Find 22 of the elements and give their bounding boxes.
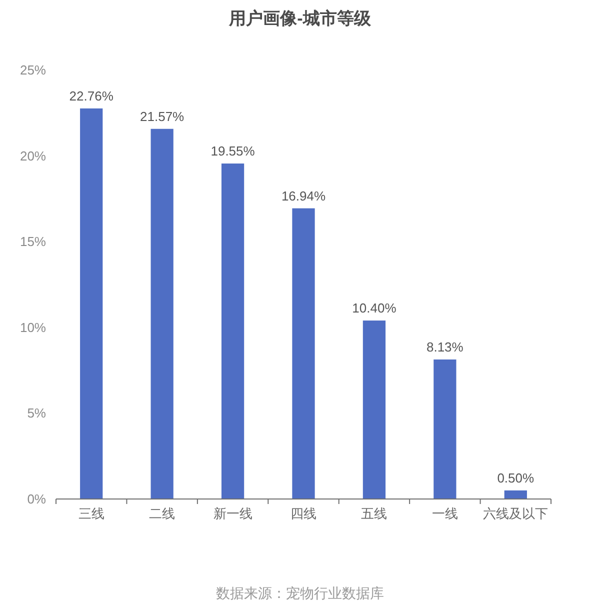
data-label: 8.13% <box>426 339 464 354</box>
y-tick-label: 20% <box>20 148 46 164</box>
x-tick-label: 三线 <box>78 506 104 521</box>
data-label: 16.94% <box>281 188 326 204</box>
y-tick-label: 5% <box>27 406 46 421</box>
annotation: 数据来源：宠物行业数据库 <box>216 585 384 601</box>
title: 用户画像-城市等级 <box>229 9 371 28</box>
x-tick-label: 二线 <box>149 506 176 521</box>
data-label: 21.57% <box>140 108 185 124</box>
x-tick-label: 新一线 <box>213 506 252 521</box>
data-label: 19.55% <box>210 144 256 159</box>
y-tick-label: 10% <box>20 320 46 335</box>
x-tick-label: 四线 <box>290 506 316 521</box>
data-label: 22.76% <box>69 88 114 104</box>
x-tick-label: 六线及以下 <box>483 506 548 521</box>
data-label: 0.50% <box>497 470 535 486</box>
y-tick-label: 25% <box>20 62 46 78</box>
x-tick-label: 五线 <box>361 506 388 521</box>
y-tick-label: 0% <box>27 492 46 506</box>
x-tick-label: 一线 <box>432 506 458 521</box>
data-label: 10.40% <box>352 300 397 316</box>
y-tick-label: 15% <box>20 234 46 250</box>
